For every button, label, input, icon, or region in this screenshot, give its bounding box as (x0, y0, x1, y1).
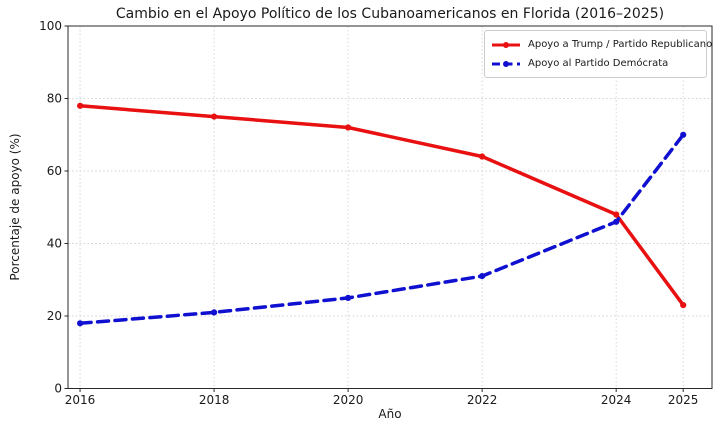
y-tick-label: 0 (54, 382, 62, 396)
democrat-support-line (78, 133, 685, 326)
x-tick-label: 2022 (467, 393, 498, 407)
democrat-data-point (680, 131, 687, 138)
republican-data-point (345, 124, 352, 131)
y-tick-label: 40 (47, 237, 62, 251)
republican-data-point (680, 302, 687, 309)
legend-item-democrat: Apoyo al Partido Demócrata (491, 56, 700, 71)
x-tick-label: 2018 (199, 393, 230, 407)
republican-data-point (479, 153, 486, 160)
legend-democrat-line-icon (492, 60, 520, 67)
republican-data-point (77, 102, 84, 109)
y-axis-label: Porcentaje de apoyo (%) (8, 133, 22, 281)
y-tick-label: 80 (47, 92, 62, 106)
legend-label-republican: Apoyo a Trump / Partido Republicano (528, 39, 713, 50)
x-axis-label: Año (378, 407, 402, 421)
legend-item-republican: Apoyo a Trump / Partido Republicano (491, 37, 712, 52)
axes-frame (67, 25, 713, 389)
x-tick-label: 2024 (601, 393, 632, 407)
democrat-data-point (345, 294, 352, 301)
republican-data-point (211, 113, 218, 120)
republican-support-line (78, 104, 685, 307)
x-tick-label: 2016 (65, 393, 96, 407)
y-tick-label: 100 (39, 19, 62, 33)
republican-data-point (613, 211, 620, 218)
y-tick-label: 20 (47, 309, 62, 323)
legend-label-democrat: Apoyo al Partido Demócrata (528, 58, 669, 69)
democrat-data-point (211, 309, 218, 316)
democrat-data-point (613, 218, 620, 225)
y-tick-label: 60 (47, 164, 62, 178)
x-tick-label: 2020 (333, 393, 364, 407)
chart-title: Cambio en el Apoyo Político de los Cuban… (115, 6, 665, 22)
democrat-data-point (479, 273, 486, 280)
legend: Apoyo a Trump / Partido Republicano Apoy… (484, 30, 712, 78)
democrat-data-point (77, 320, 84, 327)
legend-republican-line-icon (492, 41, 520, 48)
x-tick-label: 2025 (668, 393, 699, 407)
